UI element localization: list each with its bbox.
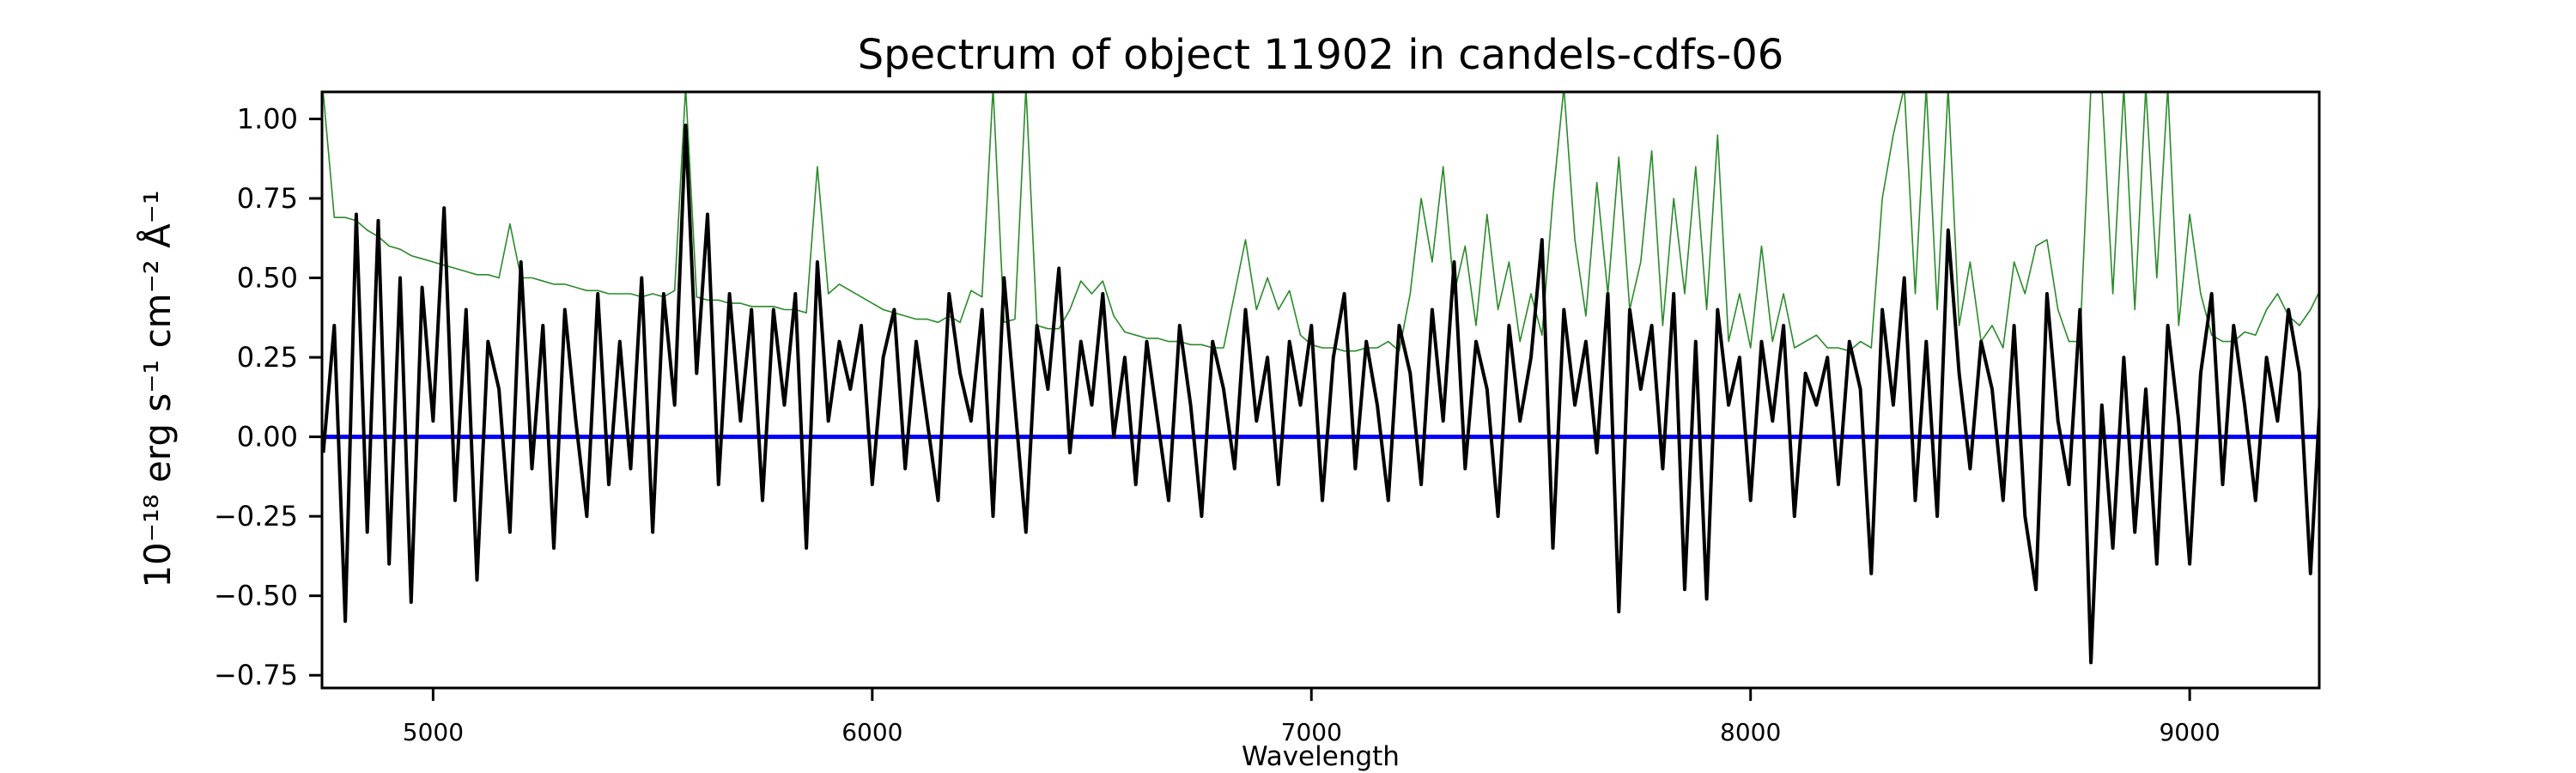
chart-title: Spectrum of object 11902 in candels-cdfs…	[858, 31, 1784, 79]
series-layer	[322, 92, 2319, 665]
y-tick-label: 0.75	[237, 182, 298, 215]
x-axis: 5000 6000 7000 8000 9000	[403, 688, 2221, 746]
y-tick-label: −0.25	[214, 500, 298, 533]
x-axis-label: Wavelength	[1242, 741, 1400, 772]
y-tick-label: 0.25	[237, 341, 298, 374]
y-tick-label: 1.00	[237, 102, 298, 135]
y-tick-label: 0.00	[237, 421, 298, 453]
x-tick-label: 9000	[2159, 718, 2220, 746]
x-tick-label: 5000	[403, 718, 464, 746]
plot-frame	[320, 90, 2321, 690]
x-tick-label: 6000	[841, 718, 902, 746]
y-axis-label: 10⁻¹⁸ erg s⁻¹ cm⁻² Å⁻¹	[136, 190, 179, 587]
y-tick-label: 0.50	[237, 262, 298, 295]
x-tick-label: 8000	[1720, 718, 1781, 746]
noise-series-line	[322, 92, 2319, 352]
x-tick-label: 7000	[1281, 718, 1342, 746]
flux-series-line	[322, 123, 2319, 665]
y-axis: 1.00 0.75 0.50 0.25 0.00 −0.25 −0.50 −0.75	[214, 102, 322, 691]
y-tick-label: −0.75	[214, 659, 298, 691]
y-tick-label: −0.50	[214, 580, 298, 612]
